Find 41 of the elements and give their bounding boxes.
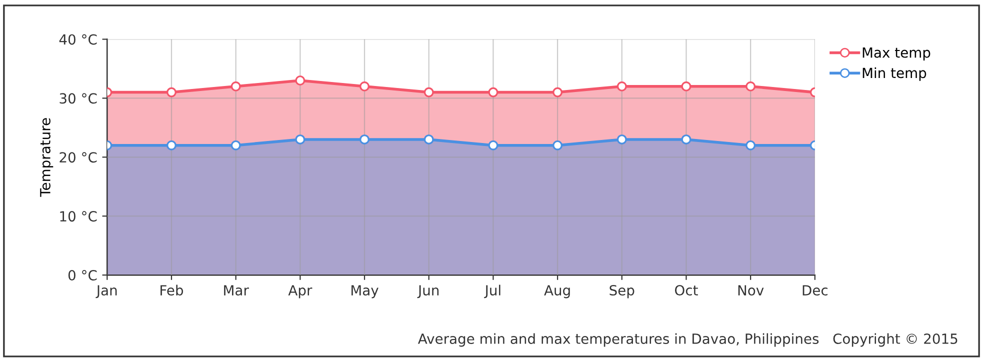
x-tick-label: Nov [738, 285, 764, 296]
x-tick-label: Dec [802, 285, 828, 296]
point [552, 87, 563, 98]
point [230, 140, 241, 150]
point [360, 134, 370, 144]
y-tick-label: 20 °C [60, 152, 97, 163]
legend-label: Max temp [862, 47, 930, 60]
x-tick-label: Mar [224, 285, 249, 296]
point [616, 134, 627, 144]
x-tick-label: Jan [96, 285, 117, 298]
y-tick-label: 10 °C [60, 211, 97, 222]
point [746, 81, 756, 92]
point [230, 81, 241, 92]
point [488, 140, 498, 150]
x-tick-label: May [352, 285, 378, 298]
point [166, 87, 176, 98]
point [488, 87, 498, 98]
y-tick-label: 30 °C [60, 93, 97, 104]
point [295, 134, 306, 144]
x-tick-label: Apr [288, 285, 312, 298]
x-tick-label: Feb [160, 284, 184, 296]
text: Average min and max temperatures in Davao, Philippines Copyright © 2015 [418, 333, 958, 347]
y-axis-title: Temprature [40, 118, 54, 197]
x-tick-label: Jun [417, 285, 439, 298]
point [424, 134, 434, 144]
point [360, 81, 370, 92]
x-tick-label: Aug [544, 285, 570, 298]
x-tick-label: Oct [674, 285, 698, 296]
point [295, 76, 306, 86]
y-tick-label: 0 °C [68, 270, 97, 281]
x-tick-label: Jul [484, 284, 500, 298]
legend-label: Min temp [862, 67, 926, 81]
point [424, 87, 434, 98]
point [552, 140, 563, 150]
y-tick-label: 40 °C [59, 34, 97, 45]
point [746, 140, 756, 150]
point [681, 81, 692, 92]
x-tick-label: Sep [610, 285, 634, 298]
point [681, 134, 692, 144]
point [166, 140, 176, 150]
point [616, 81, 627, 92]
